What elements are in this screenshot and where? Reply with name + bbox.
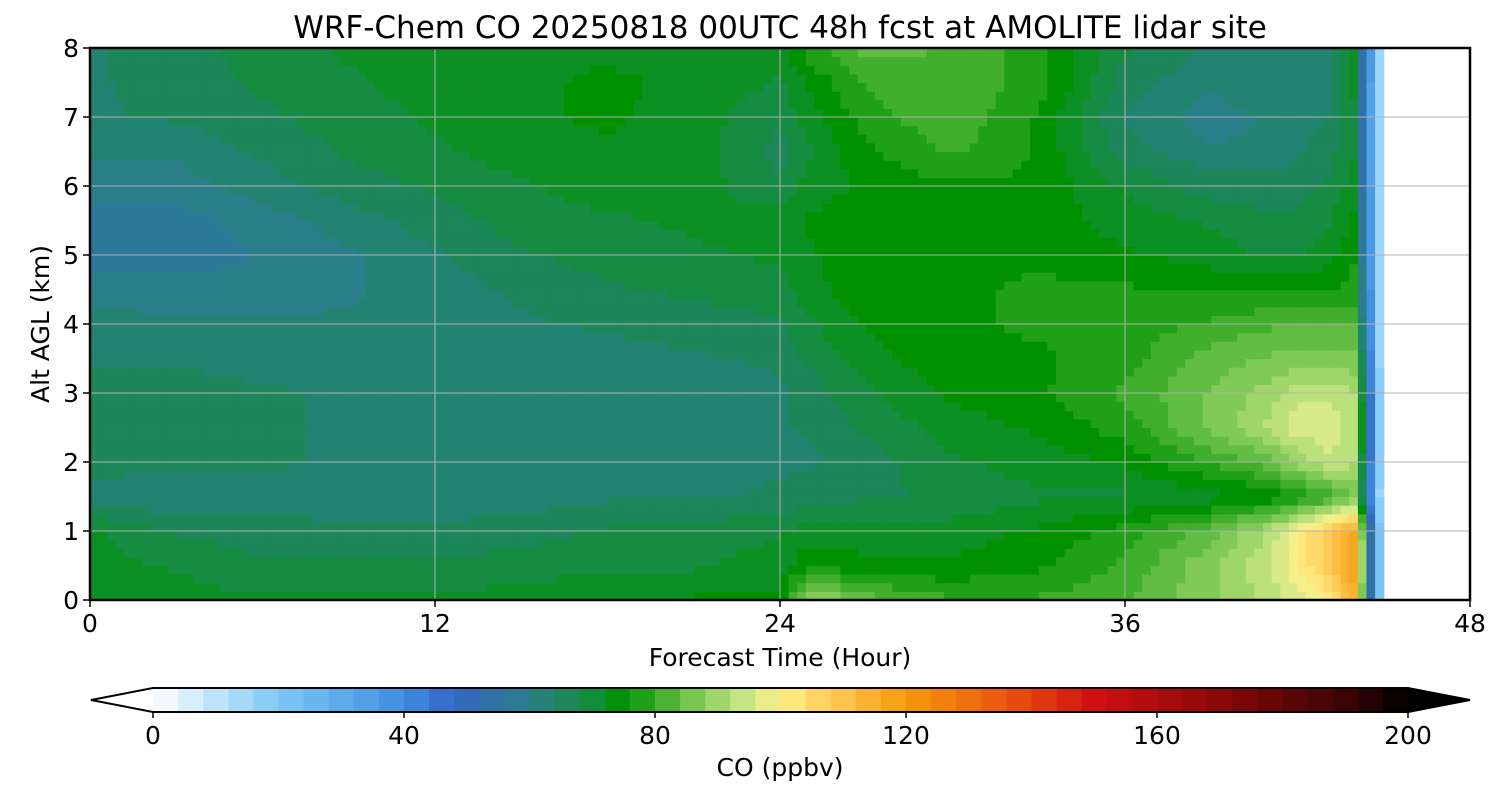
colorbar: 0 40 80 120 160 200 bbox=[90, 687, 1471, 750]
colorbar-segment bbox=[755, 688, 781, 712]
colorbar-segment bbox=[178, 688, 204, 712]
colorbar-segment bbox=[931, 688, 957, 712]
colorbar-segment bbox=[554, 688, 581, 712]
y-tick-label: 0 bbox=[63, 586, 79, 615]
colorbar-tick-label: 200 bbox=[1384, 721, 1432, 750]
colorbar-segment bbox=[504, 688, 530, 712]
colorbar-extend-low bbox=[91, 688, 153, 712]
colorbar-segment bbox=[328, 688, 355, 712]
colorbar-tick-label: 120 bbox=[882, 721, 930, 750]
colorbar-segment bbox=[404, 688, 430, 712]
colorbar-segment bbox=[429, 688, 455, 712]
y-axis-label: Alt AGL (km) bbox=[26, 245, 55, 403]
y-tick-label: 2 bbox=[63, 448, 79, 477]
colorbar-segment bbox=[1106, 688, 1133, 712]
colorbar-segment bbox=[1357, 688, 1384, 712]
colorbar-segment bbox=[1257, 688, 1283, 712]
y-axis-ticks: 0 1 2 3 4 5 6 7 8 bbox=[63, 34, 90, 615]
colorbar-segment bbox=[228, 688, 254, 712]
colorbar-segment bbox=[1157, 688, 1183, 712]
y-tick-label: 4 bbox=[63, 310, 79, 339]
colorbar-segment bbox=[1131, 688, 1158, 712]
x-tick-label: 48 bbox=[1454, 609, 1486, 638]
colorbar-segment bbox=[655, 688, 681, 712]
y-tick-label: 7 bbox=[63, 103, 79, 132]
colorbar-segment bbox=[1382, 688, 1409, 712]
colorbar-segment bbox=[353, 688, 380, 712]
colorbar-segment bbox=[1282, 688, 1309, 712]
colorbar-tick-label: 40 bbox=[388, 721, 420, 750]
colorbar-segment bbox=[629, 688, 656, 712]
colorbar-segment bbox=[579, 688, 606, 712]
colorbar-tick-label: 80 bbox=[639, 721, 671, 750]
chart-title: WRF-Chem CO 20250818 00UTC 48h fcst at A… bbox=[293, 10, 1267, 46]
colorbar-segment bbox=[1307, 688, 1334, 712]
colorbar-segment bbox=[906, 688, 932, 712]
colorbar-segment bbox=[454, 688, 480, 712]
x-axis-ticks: 0 12 24 36 48 bbox=[82, 600, 1486, 638]
colorbar-segment bbox=[880, 688, 907, 712]
colorbar-segment bbox=[378, 688, 405, 712]
colorbar-segment bbox=[1182, 688, 1208, 712]
x-tick-label: 12 bbox=[419, 609, 451, 638]
colorbar-segment bbox=[203, 688, 229, 712]
y-tick-label: 1 bbox=[63, 517, 79, 546]
y-tick-label: 5 bbox=[63, 241, 79, 270]
colorbar-segment bbox=[680, 688, 706, 712]
x-tick-label: 36 bbox=[1109, 609, 1141, 638]
colorbar-segment bbox=[479, 688, 505, 712]
colorbar-segment bbox=[529, 688, 556, 712]
colorbar-segment bbox=[780, 688, 807, 712]
x-tick-label: 24 bbox=[764, 609, 796, 638]
colorbar-segment bbox=[604, 688, 631, 712]
colorbar-segment bbox=[278, 688, 305, 712]
y-tick-label: 3 bbox=[63, 379, 79, 408]
colorbar-segment bbox=[730, 688, 756, 712]
colorbar-segment bbox=[805, 688, 832, 712]
colorbar-segment bbox=[1006, 688, 1032, 712]
colorbar-segment bbox=[1081, 688, 1108, 712]
y-tick-label: 6 bbox=[63, 172, 79, 201]
x-tick-label: 0 bbox=[82, 609, 98, 638]
co-field bbox=[90, 48, 1385, 600]
colorbar-segment bbox=[253, 688, 279, 712]
colorbar-segment bbox=[705, 688, 731, 712]
colorbar-extend-high bbox=[1408, 688, 1470, 712]
colorbar-segment bbox=[981, 688, 1007, 712]
colorbar-label: CO (ppbv) bbox=[717, 753, 844, 782]
x-axis-label: Forecast Time (Hour) bbox=[649, 643, 912, 672]
colorbar-segment bbox=[1232, 688, 1258, 712]
colorbar-segment bbox=[855, 688, 882, 712]
colorbar-segment bbox=[1332, 688, 1359, 712]
colorbar-segment bbox=[153, 688, 179, 712]
y-tick-label: 8 bbox=[63, 34, 79, 63]
colorbar-segment bbox=[1031, 688, 1058, 712]
colorbar-segment bbox=[1056, 688, 1083, 712]
colorbar-tick-label: 0 bbox=[145, 721, 161, 750]
colorbar-segment bbox=[303, 688, 330, 712]
colorbar-tick-label: 160 bbox=[1133, 721, 1181, 750]
colorbar-segment bbox=[830, 688, 857, 712]
grid bbox=[90, 48, 1470, 600]
colorbar-segment bbox=[956, 688, 982, 712]
colorbar-segment bbox=[1207, 688, 1233, 712]
